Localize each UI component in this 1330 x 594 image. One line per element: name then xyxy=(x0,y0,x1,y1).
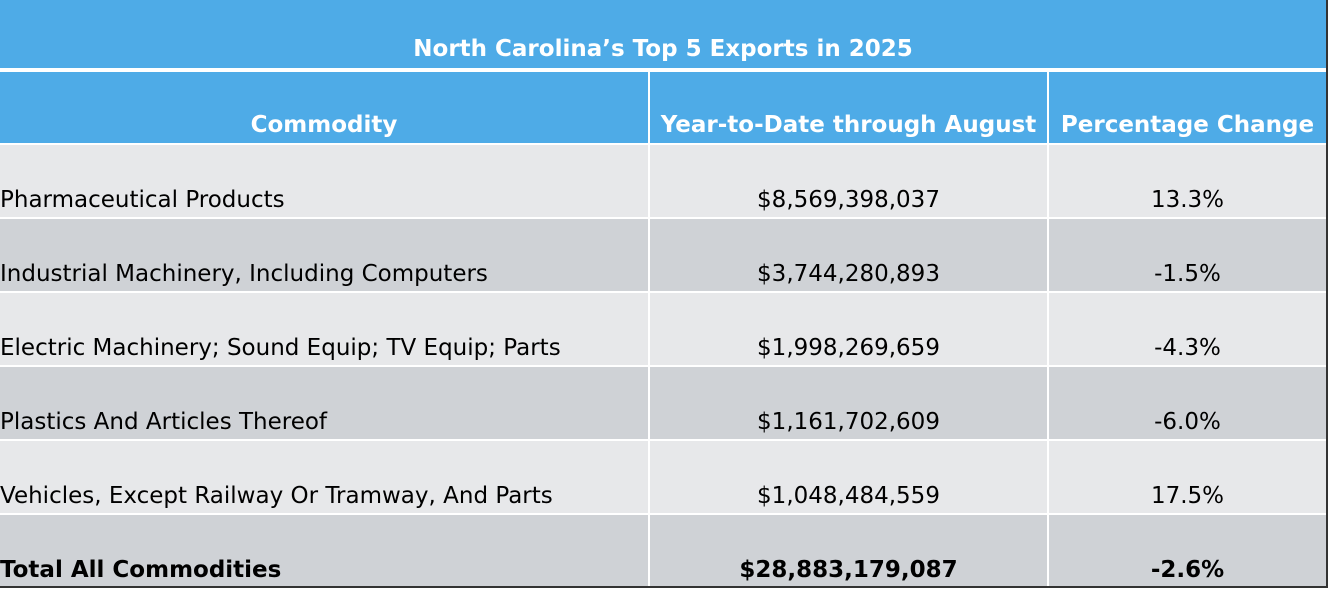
column-divider xyxy=(1047,145,1049,217)
column-header-ytd: Year-to-Date through August xyxy=(660,112,1037,138)
column-divider xyxy=(1047,72,1049,143)
column-header-percentage-change: Percentage Change xyxy=(1060,112,1315,138)
column-header-commodity: Commodity xyxy=(250,112,398,138)
percentage-change-cell: 17.5% xyxy=(1150,483,1225,509)
column-divider xyxy=(648,367,650,439)
total-percentage-change-cell: -2.6% xyxy=(1150,557,1225,583)
ytd-value-cell: $8,569,398,037 xyxy=(757,187,940,213)
row-divider xyxy=(0,291,1326,293)
commodity-cell: Pharmaceutical Products xyxy=(0,187,285,213)
table-title: North Carolina’s Top 5 Exports in 2025 xyxy=(413,36,913,62)
total-row: Total All Commodities $28,883,179,087 -2… xyxy=(0,515,1326,586)
table-row: Pharmaceutical Products $8,569,398,037 1… xyxy=(0,145,1326,217)
column-divider xyxy=(648,441,650,513)
table-title-bar: North Carolina’s Top 5 Exports in 2025 xyxy=(0,0,1326,68)
column-divider xyxy=(1047,515,1049,586)
percentage-change-cell: -6.0% xyxy=(1154,409,1221,435)
table-row: Electric Machinery; Sound Equip; TV Equi… xyxy=(0,293,1326,365)
column-divider xyxy=(648,145,650,217)
total-ytd-cell: $28,883,179,087 xyxy=(739,557,958,583)
percentage-change-cell: -4.3% xyxy=(1154,335,1221,361)
commodity-cell: Plastics And Articles Thereof xyxy=(0,409,328,435)
column-divider xyxy=(1047,219,1049,291)
column-divider xyxy=(1047,293,1049,365)
percentage-change-cell: 13.3% xyxy=(1150,187,1225,213)
row-divider xyxy=(0,217,1326,219)
total-label-cell: Total All Commodities xyxy=(0,557,282,583)
row-divider xyxy=(0,365,1326,367)
commodity-cell: Vehicles, Except Railway Or Tramway, And… xyxy=(0,483,553,509)
row-divider xyxy=(0,439,1326,441)
table-row: Industrial Machinery, Including Computer… xyxy=(0,219,1326,291)
table-header-row: Commodity Year-to-Date through August Pe… xyxy=(0,72,1326,143)
column-divider xyxy=(648,72,650,143)
percentage-change-cell: -1.5% xyxy=(1154,261,1221,287)
ytd-value-cell: $1,048,484,559 xyxy=(757,483,940,509)
commodity-cell: Industrial Machinery, Including Computer… xyxy=(0,261,488,287)
ytd-value-cell: $1,161,702,609 xyxy=(757,409,940,435)
ytd-value-cell: $1,998,269,659 xyxy=(757,335,940,361)
table-row: Plastics And Articles Thereof $1,161,702… xyxy=(0,367,1326,439)
ytd-value-cell: $3,744,280,893 xyxy=(757,261,940,287)
table-row: Vehicles, Except Railway Or Tramway, And… xyxy=(0,441,1326,513)
column-divider xyxy=(1047,367,1049,439)
title-divider xyxy=(0,68,1326,72)
row-divider xyxy=(0,513,1326,515)
column-divider xyxy=(648,515,650,586)
column-divider xyxy=(648,293,650,365)
column-divider xyxy=(1047,441,1049,513)
commodity-cell: Electric Machinery; Sound Equip; TV Equi… xyxy=(0,335,561,361)
column-divider xyxy=(648,219,650,291)
